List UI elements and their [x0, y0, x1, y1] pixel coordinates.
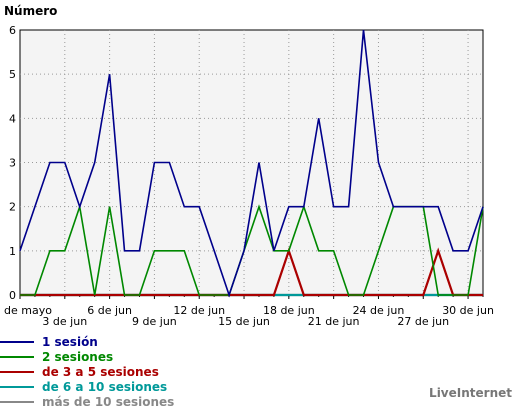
series-line-2	[20, 247, 483, 297]
series-lines	[19, 29, 484, 298]
y-tick-label: 1	[9, 245, 16, 258]
x-tick-label: 15 de jun	[218, 315, 270, 328]
legend-item-6-a-10: de 6 a 10 sesiones	[0, 379, 174, 394]
brand-logo-text[interactable]: LiveInternet	[429, 386, 512, 400]
legend-swatch-mas-de-10	[0, 400, 34, 403]
y-tick-labels: 0 1 2 3 4 5 6	[9, 24, 16, 302]
x-tick-label: 27 de jun	[397, 315, 449, 328]
y-tick-label: 5	[9, 68, 16, 81]
x-tick-label: 21 de jun	[308, 315, 360, 328]
legend-swatch-3-a-5	[0, 370, 34, 373]
legend-label-mas-de-10: más de 10 sesiones	[42, 394, 175, 409]
y-tick-label: 4	[9, 112, 16, 125]
legend-item-3-a-5: de 3 a 5 sesiones	[0, 364, 174, 379]
x-tick-label: de mayo	[4, 304, 52, 317]
legend-label-1-sesion: 1 sesión	[42, 334, 98, 349]
legend-swatch-2-sesiones	[0, 355, 34, 358]
x-tick-label: 9 de jun	[132, 315, 177, 328]
y-tick-label: 2	[9, 201, 16, 214]
legend-label-2-sesiones: 2 sesiones	[42, 349, 114, 364]
legend-item-1-sesion: 1 sesión	[0, 334, 174, 349]
x-tick-label: 12 de jun	[173, 304, 225, 317]
legend-item-mas-de-10: más de 10 sesiones	[0, 394, 174, 409]
y-axis-title: Número	[4, 4, 57, 18]
x-tick-label: 24 de jun	[353, 304, 405, 317]
legend-item-2-sesiones: 2 sesiones	[0, 349, 174, 364]
legend-label-6-a-10: de 6 a 10 sesiones	[42, 379, 168, 394]
y-tick-label: 0	[9, 289, 16, 302]
y-tick-label: 6	[9, 24, 16, 37]
y-tick-label: 3	[9, 157, 16, 170]
legend-label-3-a-5: de 3 a 5 sesiones	[42, 364, 159, 379]
legend: 1 sesión 2 sesiones de 3 a 5 sesiones de…	[0, 334, 174, 409]
plot-area	[19, 29, 484, 296]
x-tick-label: 18 de jun	[263, 304, 315, 317]
legend-swatch-1-sesion	[0, 340, 34, 343]
legend-swatch-6-a-10	[0, 385, 34, 388]
x-tick-label: 30 de jun	[442, 304, 494, 317]
x-tick-label: 6 de jun	[87, 304, 132, 317]
x-tick-label: 3 de jun	[42, 315, 87, 328]
series-line-0	[19, 29, 484, 298]
